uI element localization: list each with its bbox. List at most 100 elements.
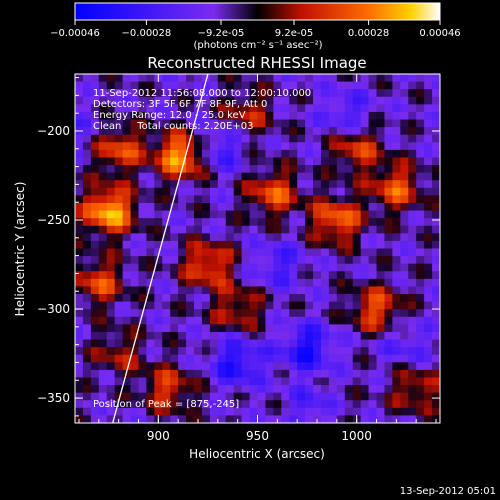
heatmap-cell	[122, 309, 132, 318]
heatmap-cell	[416, 195, 425, 204]
heatmap-cell	[186, 111, 195, 121]
heatmap-cell	[344, 362, 354, 371]
heatmap-cell	[75, 354, 84, 363]
heatmap-cell	[352, 187, 362, 196]
heatmap-cell	[392, 400, 401, 409]
heatmap-cell	[114, 309, 124, 318]
heatmap-cell	[178, 172, 187, 181]
heatmap-cell	[217, 400, 227, 409]
heatmap-cell	[225, 400, 235, 409]
heatmap-cell	[194, 149, 203, 159]
heatmap-cell	[289, 210, 298, 219]
heatmap-cell	[154, 202, 163, 212]
heatmap-cell	[178, 331, 187, 341]
heatmap-cell	[130, 142, 140, 151]
heatmap-cell	[320, 74, 330, 83]
heatmap-cell	[170, 134, 179, 143]
heatmap-cell	[170, 81, 179, 90]
heatmap-cell	[241, 165, 251, 174]
heatmap-cell	[416, 157, 425, 166]
heatmap-cell	[424, 157, 433, 166]
heatmap-cell	[194, 316, 203, 325]
heatmap-cell	[336, 210, 346, 219]
heatmap-cell	[194, 187, 203, 196]
heatmap-cell	[352, 278, 362, 288]
heatmap-cell	[201, 202, 211, 212]
heatmap-cell	[162, 385, 171, 394]
heatmap-cell	[313, 149, 322, 159]
heatmap-cell	[384, 172, 393, 181]
heatmap-cell	[408, 149, 417, 159]
heatmap-cell	[82, 369, 92, 379]
heatmap-cell	[201, 240, 211, 250]
heatmap-cell	[289, 119, 298, 128]
heatmap-cell	[194, 142, 203, 151]
heatmap-cell	[122, 407, 132, 417]
heatmap-cell	[138, 369, 148, 379]
heatmap-cell	[313, 111, 322, 121]
heatmap-cell	[281, 240, 290, 250]
heatmap-cell	[194, 134, 203, 143]
heatmap-cell	[344, 111, 354, 121]
heatmap-cell	[313, 331, 322, 341]
heatmap-cell	[178, 74, 187, 83]
heatmap-cell	[194, 248, 203, 257]
heatmap-cell	[75, 134, 84, 143]
heatmap-cell	[408, 377, 417, 386]
heatmap-cell	[130, 104, 140, 113]
heatmap-cell	[360, 142, 370, 151]
heatmap-cell	[154, 225, 163, 234]
heatmap-cell	[424, 119, 433, 128]
heatmap-cell	[194, 301, 203, 310]
heatmap-cell	[384, 104, 393, 113]
heatmap-cell	[313, 165, 322, 174]
heatmap-cell	[257, 392, 267, 401]
heatmap-cell	[75, 89, 84, 98]
heatmap-cell	[432, 369, 440, 379]
heatmap-cell	[424, 324, 433, 333]
heatmap-cell	[241, 157, 251, 166]
heatmap-cell	[146, 119, 155, 128]
heatmap-cell	[154, 400, 163, 409]
heatmap-cell	[209, 127, 219, 136]
heatmap-cell	[162, 134, 171, 143]
heatmap-cell	[368, 286, 378, 295]
heatmap-cell	[170, 157, 179, 166]
heatmap-cell	[273, 187, 282, 196]
heatmap-cell	[186, 104, 195, 113]
heatmap-cell	[225, 263, 235, 272]
heatmap-cell	[368, 89, 378, 98]
heatmap-cell	[186, 263, 195, 272]
heatmap-cell	[130, 96, 140, 105]
heatmap-cell	[424, 347, 433, 356]
heatmap-cell	[392, 81, 401, 90]
heatmap-cell	[170, 96, 179, 105]
heatmap-cell	[432, 316, 440, 325]
heatmap-cell	[217, 225, 227, 234]
heatmap-cell	[328, 233, 338, 242]
heatmap-cell	[416, 210, 425, 219]
heatmap-cell	[138, 104, 148, 113]
heatmap-cell	[273, 165, 282, 174]
heatmap-cell	[249, 415, 259, 423]
heatmap-cell	[384, 392, 393, 401]
heatmap-cell	[106, 187, 116, 196]
heatmap-cell	[320, 111, 330, 121]
heatmap-cell	[305, 324, 314, 333]
heatmap-cell	[368, 377, 378, 386]
heatmap-cell	[106, 233, 116, 242]
heatmap-cell	[352, 256, 362, 265]
heatmap-cell	[336, 233, 346, 242]
heatmap-cell	[281, 96, 290, 105]
heatmap-cell	[313, 278, 322, 288]
heatmap-cell	[376, 407, 386, 417]
heatmap-cell	[313, 195, 322, 204]
heatmap-cell	[217, 111, 227, 121]
heatmap-cell	[384, 202, 393, 212]
heatmap-cell	[392, 119, 401, 128]
heatmap-cell	[352, 362, 362, 371]
heatmap-cell	[344, 81, 354, 90]
heatmap-cell	[313, 89, 322, 98]
heatmap-cell	[114, 233, 124, 242]
heatmap-cell	[328, 74, 338, 83]
